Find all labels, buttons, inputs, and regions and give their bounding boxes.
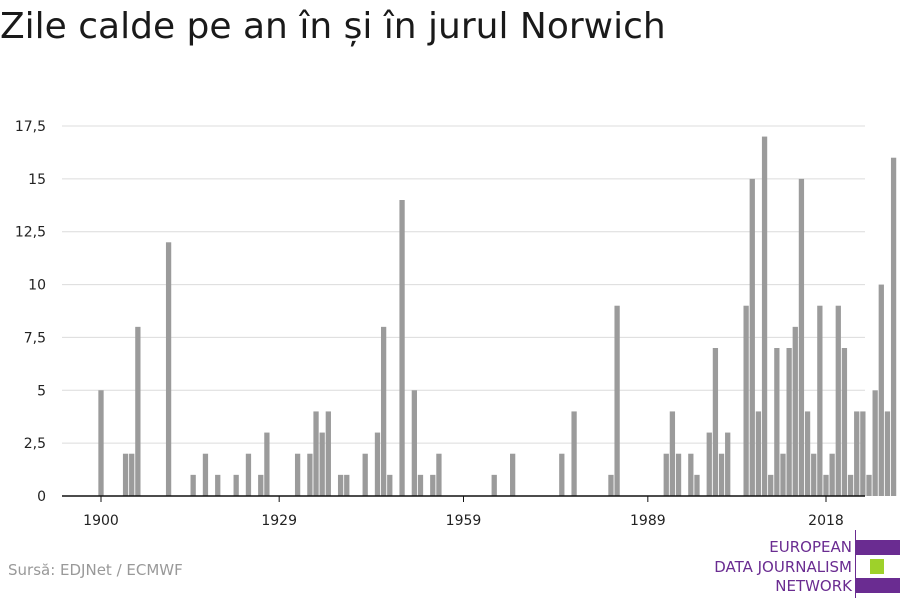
bar	[374, 432, 381, 496]
bar	[411, 390, 417, 496]
y-tick-label: 17,5	[15, 119, 46, 135]
y-tick-label: 0	[37, 489, 46, 505]
y-tick-label: 12,5	[15, 225, 46, 241]
bar	[313, 411, 319, 496]
bar	[571, 411, 577, 496]
bar	[694, 474, 700, 496]
bar	[817, 305, 823, 496]
bar	[829, 453, 835, 496]
bar	[362, 453, 368, 496]
x-tick-label: 2018	[808, 513, 844, 529]
x-tick-label: 1989	[630, 513, 666, 529]
bar	[387, 474, 393, 496]
bar	[98, 390, 104, 496]
bar	[669, 411, 676, 496]
chart-title: Zile calde pe an în și în jurul Norwich	[0, 6, 666, 47]
bar	[835, 305, 841, 496]
bar	[264, 432, 270, 496]
bar	[491, 474, 497, 496]
bar	[663, 453, 669, 496]
bar	[245, 453, 252, 496]
y-tick-label: 7,5	[24, 330, 46, 346]
bar	[890, 157, 897, 496]
bar	[712, 348, 719, 496]
bar	[325, 411, 331, 496]
y-tick-label: 10	[28, 278, 46, 294]
bar	[854, 411, 860, 496]
bar	[165, 242, 172, 496]
bar	[847, 474, 854, 496]
edjnet-logo: EUROPEAN DATA JOURNALISM NETWORK	[690, 530, 900, 598]
bar	[436, 453, 442, 496]
bar	[755, 411, 762, 496]
y-tick-label: 2,5	[24, 436, 46, 452]
x-tick-label: 1959	[446, 513, 482, 529]
bar	[337, 474, 344, 496]
bar	[804, 411, 811, 496]
logo-bar-bottom	[856, 578, 900, 593]
bar	[761, 136, 768, 497]
bar	[743, 305, 749, 496]
bar	[688, 453, 694, 496]
bar	[749, 178, 755, 496]
logo-bar-top	[856, 540, 900, 555]
bar	[202, 453, 209, 496]
bar	[798, 178, 805, 496]
bar	[258, 474, 264, 496]
bar	[190, 474, 196, 496]
bar	[866, 474, 872, 496]
bar	[215, 474, 221, 496]
bar	[319, 432, 325, 496]
bar	[675, 453, 682, 496]
bar	[614, 305, 620, 496]
bar	[884, 411, 891, 496]
bar	[608, 474, 614, 496]
bar	[122, 453, 129, 496]
bar	[811, 453, 817, 496]
bar	[559, 453, 565, 496]
bar	[718, 453, 725, 496]
bar	[872, 390, 878, 496]
bar	[860, 411, 866, 496]
bar	[774, 348, 780, 496]
bar	[510, 453, 516, 496]
bar	[233, 474, 239, 496]
bar	[129, 453, 135, 496]
logo-line-3: NETWORK	[775, 577, 852, 595]
y-tick-label: 5	[37, 383, 46, 399]
bar	[399, 200, 405, 496]
y-tick-label: 15	[28, 172, 46, 188]
bar	[344, 474, 350, 496]
bar	[417, 474, 424, 496]
x-tick-label: 1929	[261, 513, 297, 529]
bar	[780, 453, 786, 496]
bar	[430, 474, 436, 496]
bar	[768, 474, 774, 496]
bar	[135, 326, 141, 496]
bar	[823, 474, 829, 496]
bar	[307, 453, 313, 496]
logo-line-2: DATA JOURNALISM	[714, 557, 852, 576]
x-tick-label: 1900	[83, 513, 119, 529]
bar	[841, 348, 848, 496]
bar	[792, 326, 798, 496]
logo-bar-middle	[870, 559, 884, 574]
logo-line-1: EUROPEAN	[769, 538, 852, 556]
source-note: Sursă: EDJNet / ECMWF	[8, 561, 183, 579]
bar	[380, 326, 387, 496]
bar	[706, 432, 712, 496]
bar	[878, 284, 884, 496]
logo-rule	[855, 530, 856, 598]
bar	[294, 453, 301, 496]
bar	[725, 432, 731, 496]
bar	[786, 348, 792, 496]
